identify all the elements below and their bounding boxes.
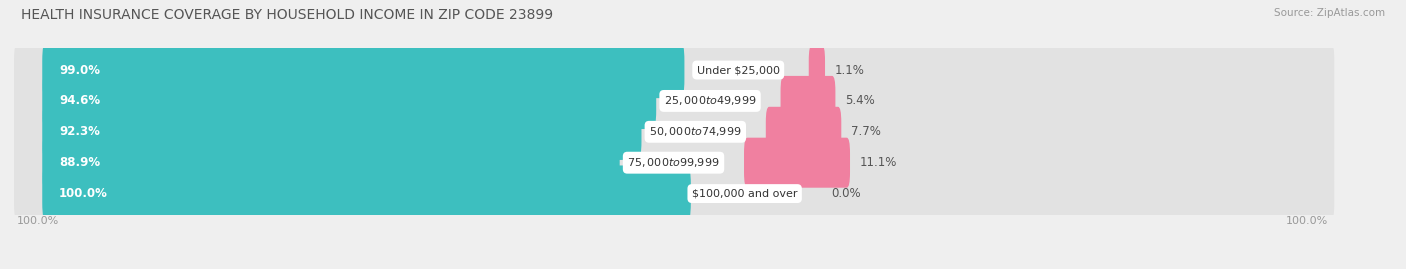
- Text: 11.1%: 11.1%: [859, 156, 897, 169]
- Text: Under $25,000: Under $25,000: [697, 65, 780, 75]
- Text: 100.0%: 100.0%: [1285, 216, 1327, 226]
- FancyBboxPatch shape: [42, 134, 620, 191]
- FancyBboxPatch shape: [744, 138, 851, 188]
- Text: 100.0%: 100.0%: [59, 187, 108, 200]
- FancyBboxPatch shape: [14, 44, 1334, 96]
- Text: 99.0%: 99.0%: [59, 63, 100, 77]
- Text: HEALTH INSURANCE COVERAGE BY HOUSEHOLD INCOME IN ZIP CODE 23899: HEALTH INSURANCE COVERAGE BY HOUSEHOLD I…: [21, 8, 553, 22]
- Text: 100.0%: 100.0%: [17, 216, 59, 226]
- FancyBboxPatch shape: [42, 42, 685, 98]
- FancyBboxPatch shape: [42, 165, 690, 222]
- FancyBboxPatch shape: [808, 45, 825, 95]
- Text: $50,000 to $74,999: $50,000 to $74,999: [650, 125, 741, 138]
- Text: $100,000 and over: $100,000 and over: [692, 189, 797, 199]
- Text: 92.3%: 92.3%: [59, 125, 100, 138]
- Text: $75,000 to $99,999: $75,000 to $99,999: [627, 156, 720, 169]
- FancyBboxPatch shape: [14, 75, 1334, 127]
- FancyBboxPatch shape: [766, 107, 841, 157]
- Text: 7.7%: 7.7%: [851, 125, 880, 138]
- FancyBboxPatch shape: [42, 73, 657, 129]
- FancyBboxPatch shape: [14, 136, 1334, 189]
- FancyBboxPatch shape: [780, 76, 835, 126]
- Text: 1.1%: 1.1%: [835, 63, 865, 77]
- Text: 5.4%: 5.4%: [845, 94, 875, 107]
- FancyBboxPatch shape: [14, 167, 1334, 220]
- Text: 0.0%: 0.0%: [831, 187, 860, 200]
- FancyBboxPatch shape: [14, 105, 1334, 158]
- Text: 94.6%: 94.6%: [59, 94, 100, 107]
- Text: $25,000 to $49,999: $25,000 to $49,999: [664, 94, 756, 107]
- Text: 88.9%: 88.9%: [59, 156, 100, 169]
- FancyBboxPatch shape: [42, 104, 641, 160]
- Text: Source: ZipAtlas.com: Source: ZipAtlas.com: [1274, 8, 1385, 18]
